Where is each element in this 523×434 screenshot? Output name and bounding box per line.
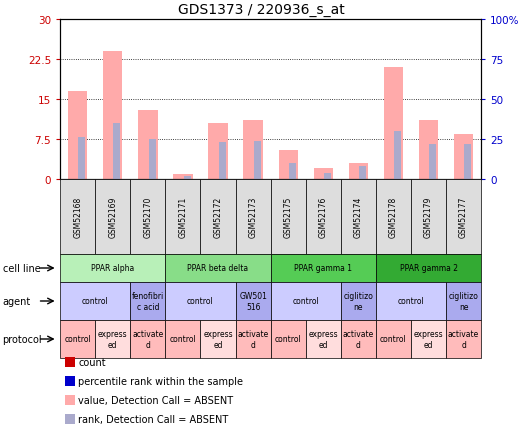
Text: control: control <box>187 297 214 306</box>
Text: express
ed: express ed <box>414 329 444 349</box>
Text: express
ed: express ed <box>309 329 338 349</box>
Bar <box>454 135 473 180</box>
Text: activate
d: activate d <box>237 329 269 349</box>
Bar <box>324 173 331 180</box>
Bar <box>429 145 436 180</box>
Bar <box>244 121 263 180</box>
Bar <box>394 132 401 180</box>
Bar <box>279 150 298 180</box>
Text: fenofibri
c acid: fenofibri c acid <box>132 292 164 311</box>
Text: GSM52176: GSM52176 <box>319 196 328 238</box>
Text: activate
d: activate d <box>132 329 164 349</box>
Text: cell line: cell line <box>3 263 40 273</box>
Text: PPAR beta delta: PPAR beta delta <box>187 264 248 273</box>
Bar <box>68 92 87 180</box>
Text: control: control <box>169 335 196 344</box>
Text: value, Detection Call = ABSENT: value, Detection Call = ABSENT <box>78 395 234 405</box>
Bar <box>103 52 122 180</box>
Bar <box>149 140 155 180</box>
Bar <box>314 169 333 180</box>
Bar <box>78 138 85 180</box>
Text: PPAR gamma 1: PPAR gamma 1 <box>294 264 353 273</box>
Text: GSM52175: GSM52175 <box>283 196 293 238</box>
Bar <box>173 174 192 180</box>
Text: express
ed: express ed <box>98 329 128 349</box>
Bar <box>113 124 120 180</box>
Text: ciglitizo
ne: ciglitizo ne <box>344 292 373 311</box>
Text: count: count <box>78 357 106 367</box>
Text: GSM52172: GSM52172 <box>213 197 222 237</box>
Text: GSM52174: GSM52174 <box>354 196 363 238</box>
Text: activate
d: activate d <box>448 329 479 349</box>
Bar <box>254 141 261 180</box>
Text: GSM52170: GSM52170 <box>143 196 152 238</box>
Text: GSM52177: GSM52177 <box>459 196 468 238</box>
Bar <box>208 124 228 180</box>
Bar <box>349 164 368 180</box>
Text: GSM52179: GSM52179 <box>424 196 433 238</box>
Text: activate
d: activate d <box>343 329 374 349</box>
Text: agent: agent <box>3 296 31 306</box>
Text: control: control <box>64 335 91 344</box>
Text: GW501
516: GW501 516 <box>239 292 267 311</box>
Text: protocol: protocol <box>3 334 42 344</box>
Bar <box>138 110 157 180</box>
Text: express
ed: express ed <box>203 329 233 349</box>
Text: control: control <box>292 297 319 306</box>
Text: ciglitizo
ne: ciglitizo ne <box>449 292 479 311</box>
Text: GDS1373 / 220936_s_at: GDS1373 / 220936_s_at <box>178 3 345 17</box>
Text: PPAR alpha: PPAR alpha <box>91 264 134 273</box>
Text: GSM52178: GSM52178 <box>389 197 398 237</box>
Bar <box>359 167 366 180</box>
Text: GSM52169: GSM52169 <box>108 196 117 238</box>
Text: GSM52173: GSM52173 <box>248 196 258 238</box>
Text: control: control <box>380 335 407 344</box>
Text: control: control <box>82 297 109 306</box>
Bar <box>184 176 191 180</box>
Bar <box>464 145 471 180</box>
Text: percentile rank within the sample: percentile rank within the sample <box>78 376 243 386</box>
Text: PPAR gamma 2: PPAR gamma 2 <box>400 264 458 273</box>
Text: rank, Detection Call = ABSENT: rank, Detection Call = ABSENT <box>78 414 229 424</box>
Text: control: control <box>397 297 424 306</box>
Text: GSM52171: GSM52171 <box>178 197 187 237</box>
Bar <box>219 143 226 180</box>
Text: GSM52168: GSM52168 <box>73 197 82 237</box>
Bar <box>419 121 438 180</box>
Bar <box>384 68 403 180</box>
Bar <box>289 164 296 180</box>
Text: control: control <box>275 335 302 344</box>
